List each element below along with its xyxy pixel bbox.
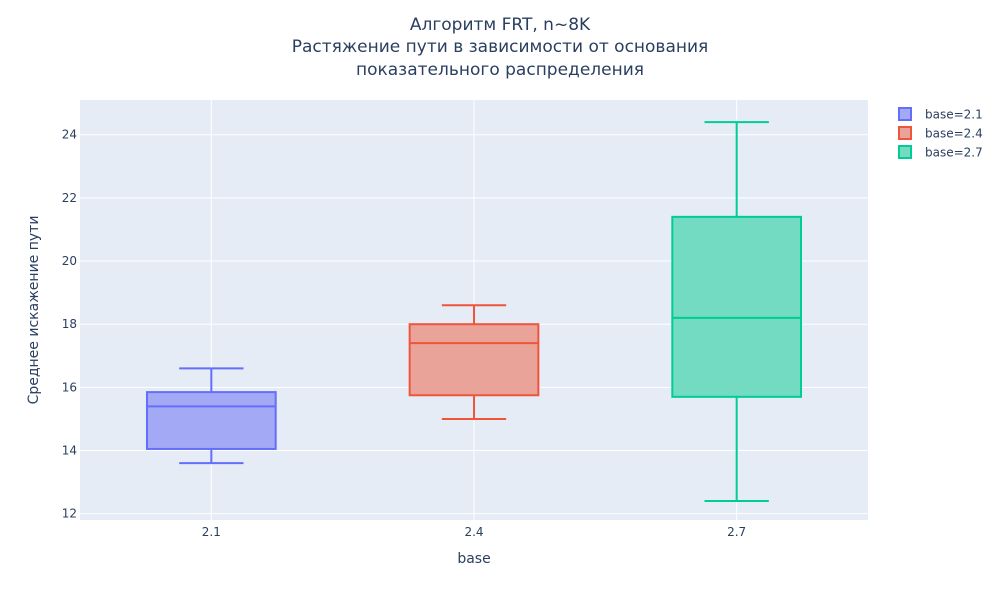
chart-title-line-1: Алгоритм FRT, n~8K <box>410 15 591 35</box>
legend-label: base=2.1 <box>925 108 983 122</box>
legend-swatch <box>898 126 912 140</box>
box-base=2.7 <box>671 121 803 503</box>
iqr-box <box>145 391 277 450</box>
x-tick-label-2.4: 2.4 <box>464 525 483 539</box>
iqr-box <box>671 215 803 398</box>
y-tick-label-16: 16 <box>62 380 77 394</box>
chart-title-line-3: показательного распределения <box>356 60 644 80</box>
chart-title-line-2: Растяжение пути в зависимости от основан… <box>292 37 709 57</box>
box-base=2.1 <box>145 367 277 465</box>
legend-label: base=2.7 <box>925 146 983 160</box>
y-tick-label-24: 24 <box>62 128 77 142</box>
x-tick-label-2.7: 2.7 <box>727 525 746 539</box>
y-axis-title: Среднее искажение пути <box>26 216 42 405</box>
legend-item-base=2.1: base=2.1 <box>898 107 983 122</box>
y-tick-label-20: 20 <box>62 254 77 268</box>
box-base=2.4 <box>408 304 540 420</box>
y-tick-label-22: 22 <box>62 191 77 205</box>
boxes-layer <box>145 121 803 503</box>
y-tick-label-12: 12 <box>62 507 77 521</box>
x-axis-title: base <box>457 551 490 567</box>
x-tick-labels: 2.1 2.4 2.7 <box>202 525 746 539</box>
iqr-box <box>408 323 540 397</box>
y-tick-label-14: 14 <box>62 444 77 458</box>
legend-item-base=2.7: base=2.7 <box>898 145 983 160</box>
x-tick-label-2.1: 2.1 <box>202 525 221 539</box>
legend-swatch <box>898 145 912 159</box>
y-tick-labels: 12 14 16 18 20 22 24 <box>62 128 77 521</box>
legend-label: base=2.4 <box>925 127 983 141</box>
legend: base=2.1 base=2.4 base=2.7 <box>898 107 983 160</box>
legend-swatch <box>898 107 912 121</box>
y-tick-label-18: 18 <box>62 317 77 331</box>
legend-item-base=2.4: base=2.4 <box>898 126 983 141</box>
